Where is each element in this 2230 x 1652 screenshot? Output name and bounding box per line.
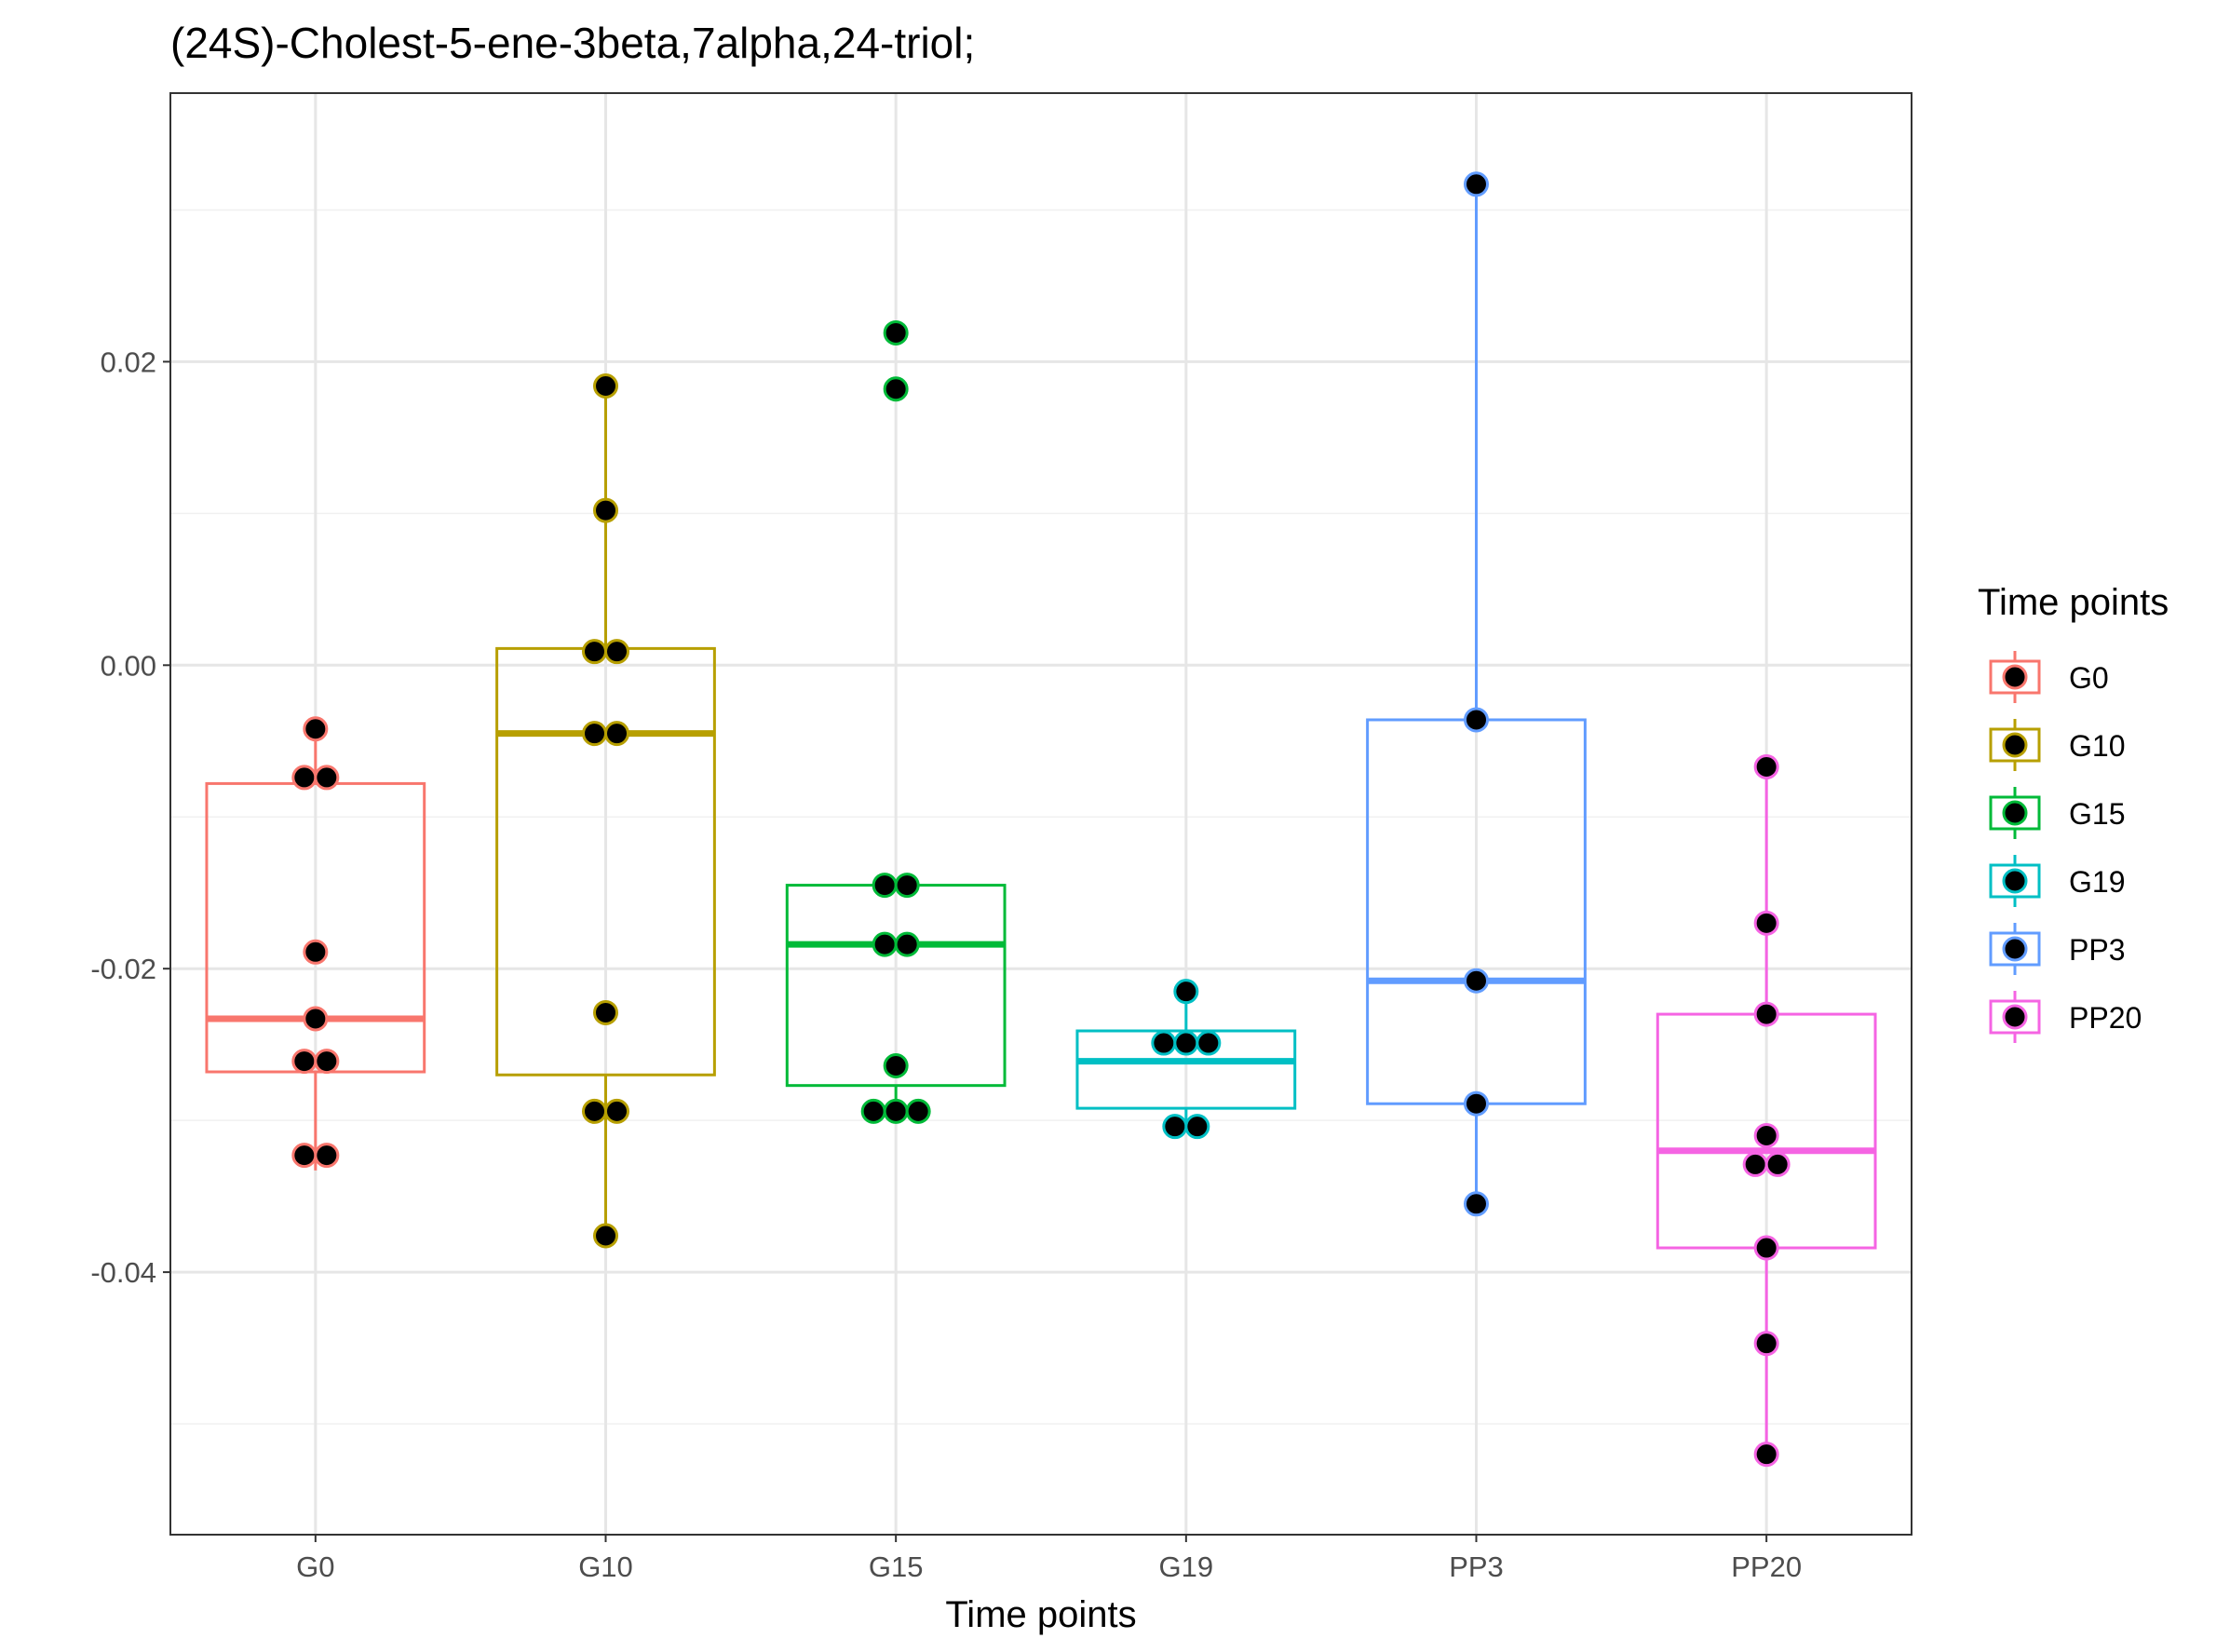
data-point-G0: [291, 765, 318, 791]
data-point-PP20: [1753, 753, 1779, 779]
data-point-G19: [1173, 979, 1199, 1005]
data-point-G0: [314, 1143, 340, 1169]
data-point-G10: [604, 639, 629, 665]
data-point-G15: [894, 931, 920, 957]
data-point-PP3: [1464, 707, 1489, 733]
data-point-G10: [593, 1223, 618, 1249]
data-point-PP20: [1764, 1151, 1791, 1177]
data-point-PP20: [1753, 1001, 1779, 1027]
legend-key-point: [2002, 732, 2028, 758]
data-point-G0: [303, 1006, 329, 1032]
data-point-G0: [291, 1049, 318, 1075]
data-point-G10: [582, 721, 607, 747]
data-point-G19: [1173, 1030, 1199, 1056]
legend-label: G19: [2069, 865, 2125, 899]
legend: Time points G0 G10 G15 G19 PP3 PP20: [1978, 582, 2169, 1043]
y-tick-label: -0.04: [90, 1256, 156, 1289]
data-point-G15: [883, 1052, 909, 1078]
x-tick-label: PP20: [1731, 1550, 1802, 1583]
x-tick-label: G0: [296, 1550, 334, 1583]
data-point-G10: [604, 1098, 629, 1124]
legend-item-G0: G0: [1989, 651, 2109, 703]
data-point-PP20: [1753, 1331, 1779, 1357]
x-axis-title: Time points: [945, 1594, 1136, 1635]
data-point-G10: [582, 639, 607, 665]
data-point-G15: [905, 1098, 931, 1124]
data-point-G15: [894, 873, 920, 899]
data-point-PP20: [1753, 1235, 1779, 1261]
data-point-G19: [1184, 1114, 1210, 1140]
x-tick-label: G19: [1159, 1550, 1214, 1583]
data-point-PP20: [1753, 1122, 1779, 1148]
data-point-G0: [314, 765, 340, 791]
data-point-G15: [883, 319, 909, 345]
x-tick-label: PP3: [1449, 1550, 1504, 1583]
box-layer: [205, 183, 1877, 1455]
x-tick-label: G10: [578, 1550, 633, 1583]
legend-label: G10: [2069, 729, 2125, 763]
data-point-G15: [872, 873, 898, 899]
data-point-G0: [303, 939, 329, 965]
legend-key-point: [2002, 664, 2028, 690]
data-point-G19: [1196, 1030, 1222, 1056]
legend-label: G0: [2069, 661, 2109, 695]
data-point-PP3: [1464, 1191, 1489, 1217]
legend-label: PP20: [2069, 1001, 2142, 1035]
data-point-G0: [303, 716, 329, 742]
data-point-G10: [582, 1098, 607, 1124]
plot-panel-border: [169, 92, 1912, 1536]
data-point-PP3: [1464, 968, 1489, 994]
chart-title: (24S)-Cholest-5-ene-3beta,7alpha,24-trio…: [170, 19, 975, 67]
data-point-G15: [860, 1098, 886, 1124]
data-point-PP3: [1464, 171, 1489, 197]
legend-item-G19: G19: [1989, 855, 2125, 907]
data-point-PP20: [1753, 1442, 1779, 1468]
data-point-PP20: [1742, 1151, 1768, 1177]
legend-key-point: [2002, 1004, 2028, 1030]
data-point-PP20: [1753, 910, 1779, 936]
y-tick-label: 0.00: [101, 649, 156, 682]
legend-key-point: [2002, 936, 2028, 962]
grid: [170, 93, 1912, 1535]
point-layer: [291, 171, 1791, 1468]
data-point-G19: [1151, 1030, 1177, 1056]
data-point-G10: [593, 497, 618, 523]
data-point-G15: [883, 376, 909, 402]
data-point-G0: [291, 1143, 318, 1169]
legend-item-PP20: PP20: [1989, 991, 2142, 1043]
y-tick-label: 0.02: [101, 345, 156, 378]
axis-ticks: 0.02 0.00 -0.02 -0.04 G0 G10 G15 G19 PP3 PP20: [90, 345, 1802, 1583]
data-point-G10: [593, 999, 618, 1025]
legend-key-point: [2002, 800, 2028, 826]
data-point-G0: [314, 1049, 340, 1075]
y-tick-label: -0.02: [90, 953, 156, 985]
x-tick-label: G15: [869, 1550, 924, 1583]
legend-label: PP3: [2069, 933, 2125, 967]
data-point-G10: [593, 372, 618, 399]
legend-key-point: [2002, 868, 2028, 894]
legend-item-PP3: PP3: [1989, 923, 2125, 975]
data-point-PP3: [1464, 1090, 1489, 1117]
box-iqr: [205, 781, 426, 1074]
legend-item-G15: G15: [1989, 787, 2125, 839]
legend-item-G10: G10: [1989, 719, 2125, 771]
data-point-G19: [1162, 1114, 1188, 1140]
legend-label: G15: [2069, 797, 2125, 831]
data-point-G15: [872, 931, 898, 957]
data-point-G10: [604, 721, 629, 747]
data-point-G15: [883, 1098, 909, 1124]
legend-title: Time points: [1978, 582, 2169, 623]
